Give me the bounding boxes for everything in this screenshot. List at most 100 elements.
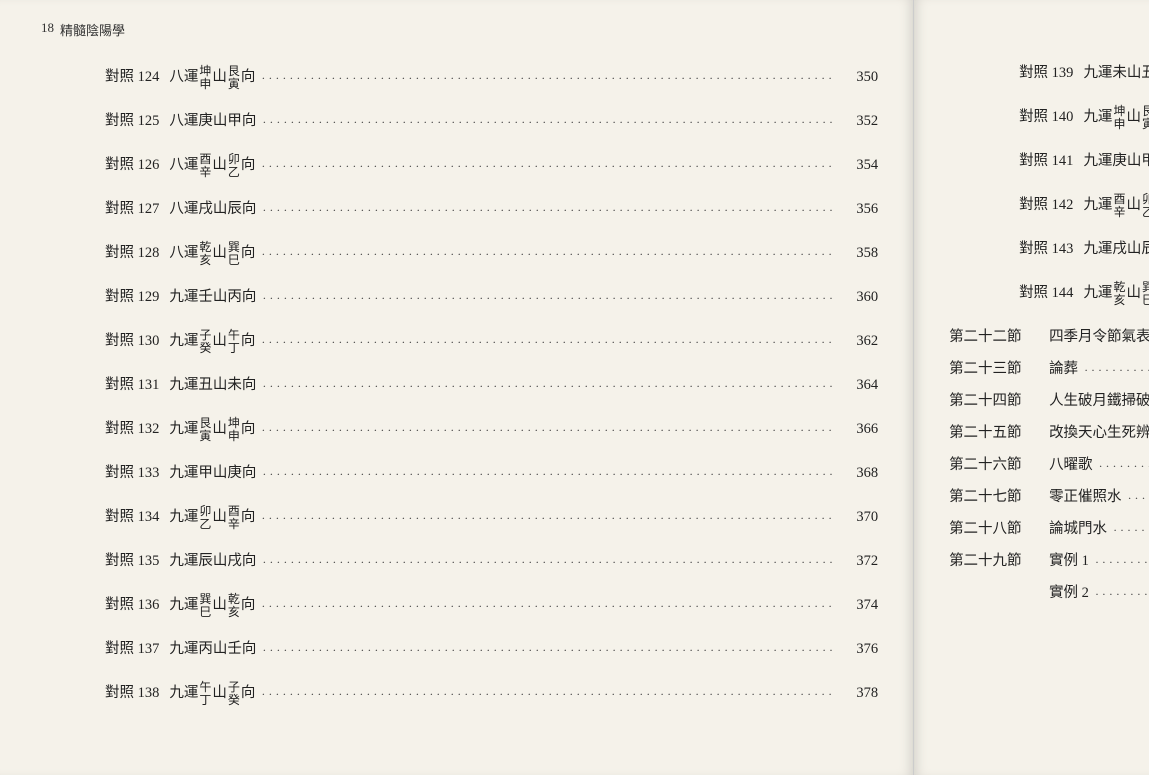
section-entry: 第二十二節四季月令節氣表392 — [949, 325, 1149, 351]
stacked-chars: 艮寅 — [1142, 105, 1149, 130]
toc-entry-desc: 九運乾亥山巽巳向 — [1083, 281, 1149, 306]
stacked-chars: 乾亥 — [1113, 281, 1125, 306]
stacked-chars: 乾亥 — [199, 241, 211, 266]
stacked-chars: 卯乙 — [228, 153, 240, 178]
toc-entry-label: 對照 134 — [105, 509, 159, 526]
left-page: 18 精髓陰陽學 對照 124八運坤申山艮寅向350對照 125八運庚山甲向35… — [0, 0, 914, 775]
toc-entry-page: 364 — [842, 377, 878, 394]
toc-entry-label: 對照 143 — [1019, 241, 1073, 258]
section-entry: 第二十八節論城門水404 — [949, 517, 1149, 543]
toc-entry-label: 對照 140 — [1019, 109, 1073, 126]
toc-entry-page: 368 — [842, 465, 878, 482]
toc-entry-page: 378 — [842, 685, 878, 702]
stacked-chars: 坤申 — [199, 65, 211, 90]
toc-entry-page: 358 — [842, 245, 878, 262]
toc-entry: 對照 139九運未山丑向380 — [949, 57, 1149, 91]
toc-entry-desc: 九運辰山戌向 — [169, 553, 256, 570]
left-header: 18 精髓陰陽學 — [35, 20, 878, 39]
stacked-chars: 巽巳 — [1142, 281, 1149, 306]
section-entry: 第二十七節零正催照水400 — [949, 485, 1149, 511]
leader-dots — [261, 247, 836, 261]
stacked-chars: 艮寅 — [228, 65, 240, 90]
toc-entry-desc: 九運丙山壬向 — [169, 641, 256, 658]
stacked-chars: 午丁 — [228, 329, 240, 354]
toc-entry-label: 對照 126 — [105, 157, 159, 174]
stacked-chars: 坤申 — [1113, 105, 1125, 130]
toc-entry: 對照 138 九運午丁山子癸向 378 — [35, 673, 878, 715]
toc-entry: 對照 137九運丙山壬向376 — [35, 633, 878, 667]
section-entry: 實例 2410 — [949, 581, 1149, 607]
toc-entry: 對照 128八運乾亥山巽巳向358 — [35, 233, 878, 275]
toc-entry-desc: 九運庚山甲向 — [1083, 153, 1149, 170]
leader-dots — [262, 467, 836, 481]
stacked-chars: 卯乙 — [199, 505, 211, 530]
toc-entry: 對照 134 九運卯乙山酉辛向 370 — [35, 497, 878, 539]
toc-entry-desc: 九運子癸山午丁向 — [169, 329, 255, 354]
toc-entry-label: 對照 128 — [105, 245, 159, 262]
toc-entry-label: 對照 138 — [105, 685, 159, 702]
toc-entry-desc: 九運午丁山子癸向 — [169, 681, 255, 706]
leader-dots — [262, 291, 836, 305]
toc-entry-desc: 八運酉辛山卯乙向 — [169, 153, 255, 178]
left-running-title: 精髓陰陽學 — [60, 20, 125, 39]
toc-entry-page: 350 — [842, 69, 878, 86]
stacked-chars: 艮寅 — [199, 417, 211, 442]
toc-entry-label: 對照 132 — [105, 421, 159, 438]
toc-entry: 對照 141九運庚山甲向384 — [949, 145, 1149, 179]
section-entry: 第二十九節實例 1408 — [949, 549, 1149, 575]
toc-entry-desc: 九運未山丑向 — [1083, 65, 1149, 82]
toc-entry-label: 對照 133 — [105, 465, 159, 482]
toc-entry-page: 376 — [842, 641, 878, 658]
toc-entry-page: 352 — [842, 113, 878, 130]
toc-entry-label: 對照 125 — [105, 113, 159, 130]
stacked-chars: 坤申 — [228, 417, 240, 442]
leader-dots — [1113, 523, 1149, 537]
leader-dots — [1099, 459, 1149, 473]
toc-entry: 對照 132 九運艮寅山坤申向 366 — [35, 409, 878, 451]
leader-dots — [1095, 555, 1149, 569]
toc-entry-page: 360 — [842, 289, 878, 306]
section-label: 第二十七節 — [949, 489, 1039, 506]
stacked-chars: 酉辛 — [199, 153, 211, 178]
leader-dots — [262, 643, 836, 657]
toc-entry: 對照 124八運坤申山艮寅向350 — [35, 57, 878, 99]
section-entry: 第二十六節八曜歌399 — [949, 453, 1149, 479]
section-label: 第二十九節 — [949, 553, 1039, 570]
leader-dots — [261, 71, 836, 85]
toc-entry: 對照 133九運甲山庚向368 — [35, 457, 878, 491]
left-toc-list: 對照 124八運坤申山艮寅向350對照 125八運庚山甲向352對照 126八運… — [35, 57, 878, 715]
section-title: 論葬 — [1049, 361, 1078, 378]
toc-entry: 對照 129九運壬山丙向360 — [35, 281, 878, 315]
toc-entry: 對照 144九運乾亥山巽巳向390 — [949, 273, 1149, 315]
stacked-chars: 酉辛 — [228, 505, 240, 530]
toc-entry-desc: 九運坤申山艮寅向 — [1083, 105, 1149, 130]
toc-entry-desc: 九運巽巳山乾亥向 — [169, 593, 255, 618]
section-title: 四季月令節氣表 — [1049, 329, 1149, 346]
page-spread: 18 精髓陰陽學 對照 124八運坤申山艮寅向350對照 125八運庚山甲向35… — [0, 0, 1149, 775]
stacked-chars: 巽巳 — [228, 241, 240, 266]
toc-entry-page: 370 — [842, 509, 878, 526]
section-label: 第二十六節 — [949, 457, 1039, 474]
leader-dots — [261, 423, 836, 437]
section-entry: 第二十五節改換天心生死辨397 — [949, 421, 1149, 447]
section-label: 第二十八節 — [949, 521, 1039, 538]
toc-entry: 對照 130九運子癸山午丁向362 — [35, 321, 878, 363]
stacked-chars: 午丁 — [199, 681, 211, 706]
leader-dots — [1084, 363, 1149, 377]
toc-entry-label: 對照 129 — [105, 289, 159, 306]
right-header: 目錄 19 — [949, 20, 1149, 39]
toc-entry-label: 對照 130 — [105, 333, 159, 350]
section-title: 改換天心生死辨 — [1049, 425, 1149, 442]
section-title: 人生破月鐵掃破骨免忌論 — [1049, 393, 1149, 410]
stacked-chars: 卯乙 — [1142, 193, 1149, 218]
toc-entry-label: 對照 131 — [105, 377, 159, 394]
toc-entry: 對照 143九運戌山辰向388 — [949, 233, 1149, 267]
toc-entry-page: 366 — [842, 421, 878, 438]
stacked-chars: 乾亥 — [228, 593, 240, 618]
leader-dots — [261, 687, 836, 701]
section-title: 實例 1 — [1049, 553, 1089, 570]
toc-entry-desc: 九運艮寅山坤申向 — [169, 417, 255, 442]
stacked-chars: 巽巳 — [199, 593, 211, 618]
toc-entry-desc: 九運卯乙山酉辛向 — [169, 505, 255, 530]
leader-dots — [261, 335, 836, 349]
